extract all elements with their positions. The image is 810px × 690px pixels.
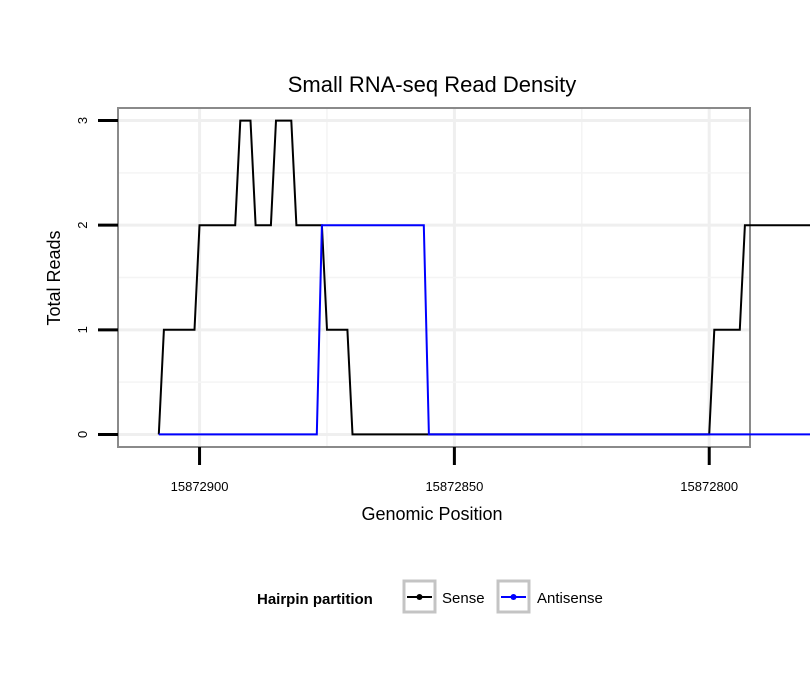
legend-item-sense: Sense	[402, 579, 485, 614]
y-tick-label: 3	[75, 117, 90, 124]
x-tick-label: 15872850	[425, 479, 483, 494]
series-line-sense	[157, 119, 810, 436]
x-axis-label: Genomic Position	[361, 504, 502, 524]
legend: Hairpin partition Sense Antisense	[257, 579, 603, 614]
legend-item-antisense: Antisense	[496, 579, 603, 614]
x-tick-label: 15872900	[171, 479, 229, 494]
chart-title: Small RNA-seq Read Density	[288, 72, 577, 97]
legend-marker-sense	[416, 594, 423, 600]
x-tick-label: 15872800	[680, 479, 738, 494]
y-tick-label: 2	[75, 222, 90, 229]
x-axis: 15872900 15872850 15872800	[171, 447, 738, 494]
series-line-antisense	[158, 224, 810, 436]
legend-marker-antisense	[510, 594, 517, 600]
plot-panel-border	[117, 107, 751, 448]
y-tick-label: 0	[75, 431, 90, 438]
grid	[118, 108, 750, 447]
legend-title: Hairpin partition	[257, 591, 373, 608]
y-tick-label: 1	[75, 326, 90, 333]
legend-label-sense: Sense	[442, 590, 485, 607]
y-axis: 0 1 2 3	[75, 117, 118, 438]
y-axis-label: Total Reads	[44, 230, 64, 325]
series-layer	[157, 119, 810, 436]
legend-label-antisense: Antisense	[537, 590, 603, 607]
